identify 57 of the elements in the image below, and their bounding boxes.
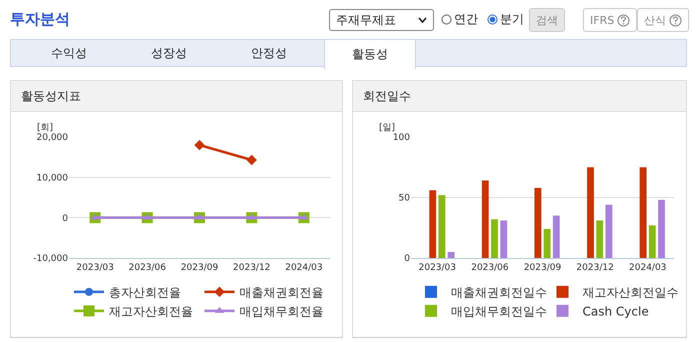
bar	[658, 200, 665, 258]
legend-label: 재고자산회전율	[109, 304, 193, 319]
y-tick-label: -10,000	[33, 254, 68, 264]
x-tick-label: 2023/03	[76, 262, 114, 273]
y-tick-label: 10,000	[36, 173, 68, 184]
legend-label: 매입채무회전율	[240, 304, 324, 319]
legend-label: 매입채무회전일수	[451, 304, 547, 319]
bar	[448, 252, 455, 258]
legend-label: 총자산회전율	[109, 286, 181, 300]
x-tick-label: 2023/06	[471, 262, 509, 273]
text: 분기	[500, 11, 524, 28]
x-tick-label: 2023/06	[128, 262, 166, 273]
legend-label: Cash Cycle	[582, 304, 649, 319]
bar	[640, 167, 647, 258]
bar	[544, 228, 551, 258]
x-tick-label: 2023/12	[233, 262, 270, 273]
y-tick-label: 20,000	[36, 133, 68, 144]
point	[194, 140, 205, 150]
y-tick-label: 50	[398, 194, 410, 204]
x-tick-label: 2023/09	[180, 262, 218, 273]
chart-title: 회전일수	[353, 81, 686, 112]
text: 검색	[529, 8, 565, 32]
bar	[605, 204, 612, 258]
x-tick-label: 2023/12	[576, 262, 614, 273]
bar	[596, 220, 604, 258]
point	[246, 154, 257, 166]
bar	[491, 219, 498, 258]
text: 연간	[454, 11, 478, 28]
text: 산식	[637, 8, 689, 32]
bar	[552, 216, 560, 258]
x-tick-label: 2024/03	[629, 262, 666, 273]
text: 수익성	[50, 45, 88, 62]
text: IFRS	[583, 8, 638, 32]
text: 투자분석	[10, 10, 70, 29]
bar	[648, 225, 656, 258]
text: 활동성	[324, 39, 416, 69]
legend-label: 재고자산회전일수	[582, 286, 678, 300]
text: 성장성	[150, 45, 188, 62]
bar	[482, 180, 489, 258]
bar	[587, 167, 594, 258]
text: 안정성	[250, 45, 288, 62]
y-axis-title: [회]	[37, 123, 54, 133]
y-tick-label: 0	[404, 254, 410, 264]
x-tick-label: 2023/03	[418, 262, 456, 273]
y-axis-title: [일]	[379, 123, 396, 133]
x-tick-label: 2024/03	[285, 262, 323, 273]
bar	[500, 220, 508, 258]
bar	[438, 195, 446, 258]
bar	[429, 190, 436, 258]
legend-label: 매출채권회전율	[240, 286, 324, 300]
x-tick-label: 2023/09	[524, 262, 562, 273]
legend-label: 매출채권회전일수	[451, 286, 547, 300]
y-tick-label: 100	[392, 133, 410, 144]
chart-title: 활동성지표	[11, 81, 342, 112]
bar	[534, 188, 542, 258]
text: 주재무제표	[336, 12, 396, 28]
y-tick-label: 0	[62, 214, 68, 224]
